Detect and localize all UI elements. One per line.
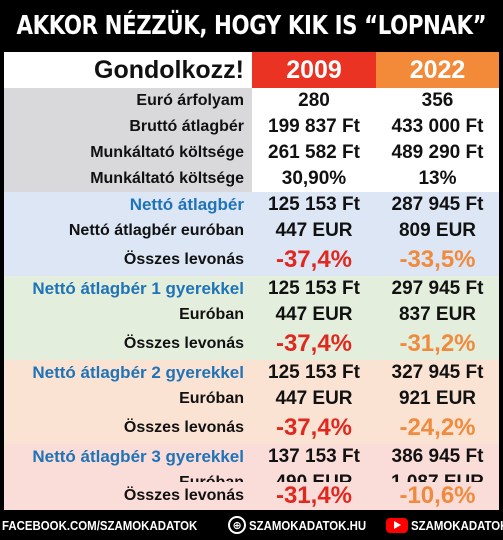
row-label: Munkáltató költsége — [4, 140, 252, 166]
youtube-link[interactable]: SZAMOKADATOK — [386, 517, 503, 533]
header-year-2022: 2022 — [376, 52, 499, 88]
value-2022: -24,2% — [399, 414, 476, 441]
value-2022: -10,6% — [399, 482, 476, 509]
value-2022: 287 945 Ft — [391, 194, 484, 215]
value-2009: 125 153 Ft — [268, 362, 360, 383]
value-2022: 809 EUR — [398, 220, 477, 241]
row-label: Összes levonás — [123, 335, 244, 352]
website-text: SZAMOKADATOK.HU — [249, 517, 367, 533]
value-2009: 125 153 Ft — [268, 194, 360, 215]
value-2009: 30,90% — [281, 168, 347, 189]
title-text: AKKOR NÉZZÜK, HOGY KIK IS “LOPNAK” — [16, 11, 487, 41]
youtube-text: SZAMOKADATOK — [411, 517, 503, 533]
table-row: Összes levonás -37,4% -24,2% — [4, 412, 499, 444]
table-row: Nettó átlagbér euróban 447 EUR 809 EUR — [4, 218, 499, 244]
value-2022: 356 — [421, 90, 454, 111]
row-label: Munkáltató költsége — [4, 166, 252, 192]
globe-icon: ⊕ — [228, 516, 247, 534]
value-2009: -37,4% — [275, 330, 353, 357]
facebook-text: FACEBOOK.COM/SZAMOKADATOK — [2, 517, 198, 533]
value-2022: 386 945 Ft — [391, 446, 484, 467]
value-2009: 137 153 Ft — [268, 446, 360, 467]
table-row: Nettó átlagbér 1 gyerekkel 125 153 Ft 29… — [4, 276, 499, 302]
value-2009: 447 EUR — [275, 388, 353, 409]
table-row: Nettó átlagbér 3 gyerekkel 137 153 Ft 38… — [4, 444, 499, 470]
value-2009: -37,4% — [275, 414, 353, 441]
row-label: Euróban — [179, 306, 244, 323]
value-2022: -33,5% — [399, 246, 476, 273]
value-2022: 433 000 Ft — [391, 116, 484, 137]
row-label: Összes levonás — [123, 487, 244, 504]
value-2009: 280 — [298, 90, 330, 111]
page-title: AKKOR NÉZZÜK, HOGY KIK IS “LOPNAK” — [0, 0, 503, 52]
value-2009: 261 582 Ft — [268, 142, 360, 163]
row-label: Összes levonás — [123, 419, 244, 436]
row-label: Euró árfolyam — [4, 88, 252, 114]
value-2009: 125 153 Ft — [268, 278, 360, 299]
table-row: Nettó átlagbér 2 gyerekkel 125 153 Ft 32… — [4, 360, 499, 386]
section-label: Nettó átlagbér — [129, 195, 244, 214]
website-link[interactable]: ⊕ SZAMOKADATOK.HU — [228, 516, 382, 534]
table-row: Összes levonás -37,4% -31,2% — [4, 328, 499, 360]
table-row: Összes levonás -31,4% -10,6% — [4, 482, 499, 510]
section-label: Nettó átlagbér 2 gyerekkel — [32, 363, 244, 382]
value-2022: 489 290 Ft — [391, 142, 484, 163]
footer-bar: f FACEBOOK.COM/SZAMOKADATOK ⊕ SZAMOKADAT… — [0, 510, 503, 540]
value-2009: 199 837 Ft — [268, 116, 360, 137]
table-row: Összes levonás -37,4% -33,5% — [4, 244, 499, 276]
value-2009: 447 EUR — [275, 304, 353, 325]
table-row: Bruttó átlagbér 199 837 Ft 433 000 Ft — [4, 114, 499, 140]
value-2022: 921 EUR — [398, 388, 477, 409]
header-year-2009: 2009 — [252, 52, 376, 88]
youtube-icon — [386, 517, 409, 533]
value-2009: -37,4% — [275, 246, 353, 273]
table-row: Euró árfolyam 280 356 — [4, 88, 499, 114]
table-row: Munkáltató költsége 30,90% 13% — [4, 166, 499, 192]
section-label: Nettó átlagbér 3 gyerekkel — [32, 447, 244, 466]
value-2022: 837 EUR — [398, 304, 477, 325]
value-2022: 13% — [418, 168, 457, 189]
section-label: Nettó átlagbér 1 gyerekkel — [32, 279, 244, 298]
row-label: Összes levonás — [123, 251, 244, 268]
row-label: Bruttó átlagbér — [4, 114, 252, 140]
value-2022: -31,2% — [399, 330, 476, 357]
comparison-table: Gondolkozz! 2009 2022 Euró árfolyam 280 … — [4, 52, 499, 510]
value-2009: -31,4% — [275, 482, 353, 509]
header-label: Gondolkozz! — [94, 55, 244, 84]
header-row: Gondolkozz! 2009 2022 — [4, 52, 499, 88]
table-row: Euróban 447 EUR 921 EUR — [4, 386, 499, 412]
row-label: Nettó átlagbér euróban — [68, 222, 244, 239]
facebook-link[interactable]: f FACEBOOK.COM/SZAMOKADATOK — [0, 516, 224, 534]
row-label: Euróban — [179, 390, 244, 407]
value-2022: 327 945 Ft — [391, 362, 484, 383]
table-row: Nettó átlagbér 125 153 Ft 287 945 Ft — [4, 192, 499, 218]
table-row: Euróban 447 EUR 837 EUR — [4, 302, 499, 328]
value-2009: 447 EUR — [275, 220, 353, 241]
value-2022: 297 945 Ft — [391, 278, 484, 299]
table-row: Munkáltató költsége 261 582 Ft 489 290 F… — [4, 140, 499, 166]
